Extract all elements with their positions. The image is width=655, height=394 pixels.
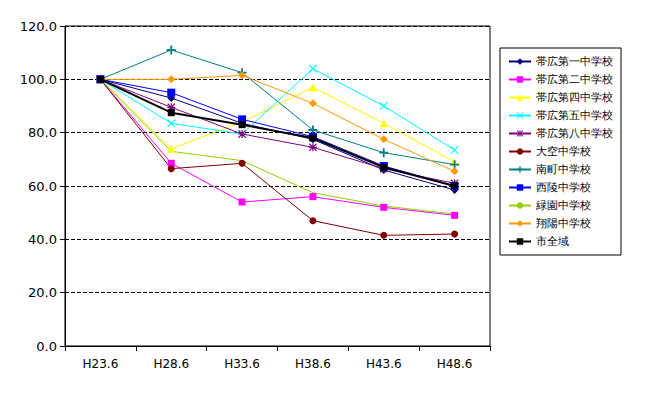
svg-text:帯広第四中学校: 帯広第四中学校 — [536, 91, 613, 104]
svg-text:帯広第五中学校: 帯広第五中学校 — [536, 109, 613, 122]
svg-text:南町中学校: 南町中学校 — [536, 163, 591, 176]
svg-text:帯広第一中学校: 帯広第一中学校 — [536, 55, 613, 68]
svg-text:60.0: 60.0 — [28, 179, 57, 194]
svg-text:H38.6: H38.6 — [295, 357, 331, 371]
svg-text:帯広第八中学校: 帯広第八中学校 — [536, 127, 613, 140]
svg-text:40.0: 40.0 — [28, 232, 57, 247]
svg-text:20.0: 20.0 — [28, 285, 57, 300]
svg-text:H48.6: H48.6 — [437, 357, 473, 371]
svg-text:西陵中学校: 西陵中学校 — [536, 181, 591, 194]
svg-text:大空中学校: 大空中学校 — [536, 145, 591, 158]
svg-text:帯広第二中学校: 帯広第二中学校 — [536, 73, 613, 86]
svg-text:H33.6: H33.6 — [224, 357, 260, 371]
svg-text:H43.6: H43.6 — [366, 357, 402, 371]
svg-text:H28.6: H28.6 — [153, 357, 189, 371]
svg-text:H23.6: H23.6 — [83, 357, 119, 371]
svg-text:100.0: 100.0 — [20, 72, 57, 87]
svg-text:緑園中学校: 緑園中学校 — [535, 199, 591, 212]
svg-text:市全域: 市全域 — [536, 235, 569, 248]
svg-text:0.0: 0.0 — [36, 339, 57, 354]
svg-text:翔陽中学校: 翔陽中学校 — [536, 217, 591, 230]
svg-text:120.0: 120.0 — [20, 19, 57, 34]
svg-text:80.0: 80.0 — [28, 125, 57, 140]
